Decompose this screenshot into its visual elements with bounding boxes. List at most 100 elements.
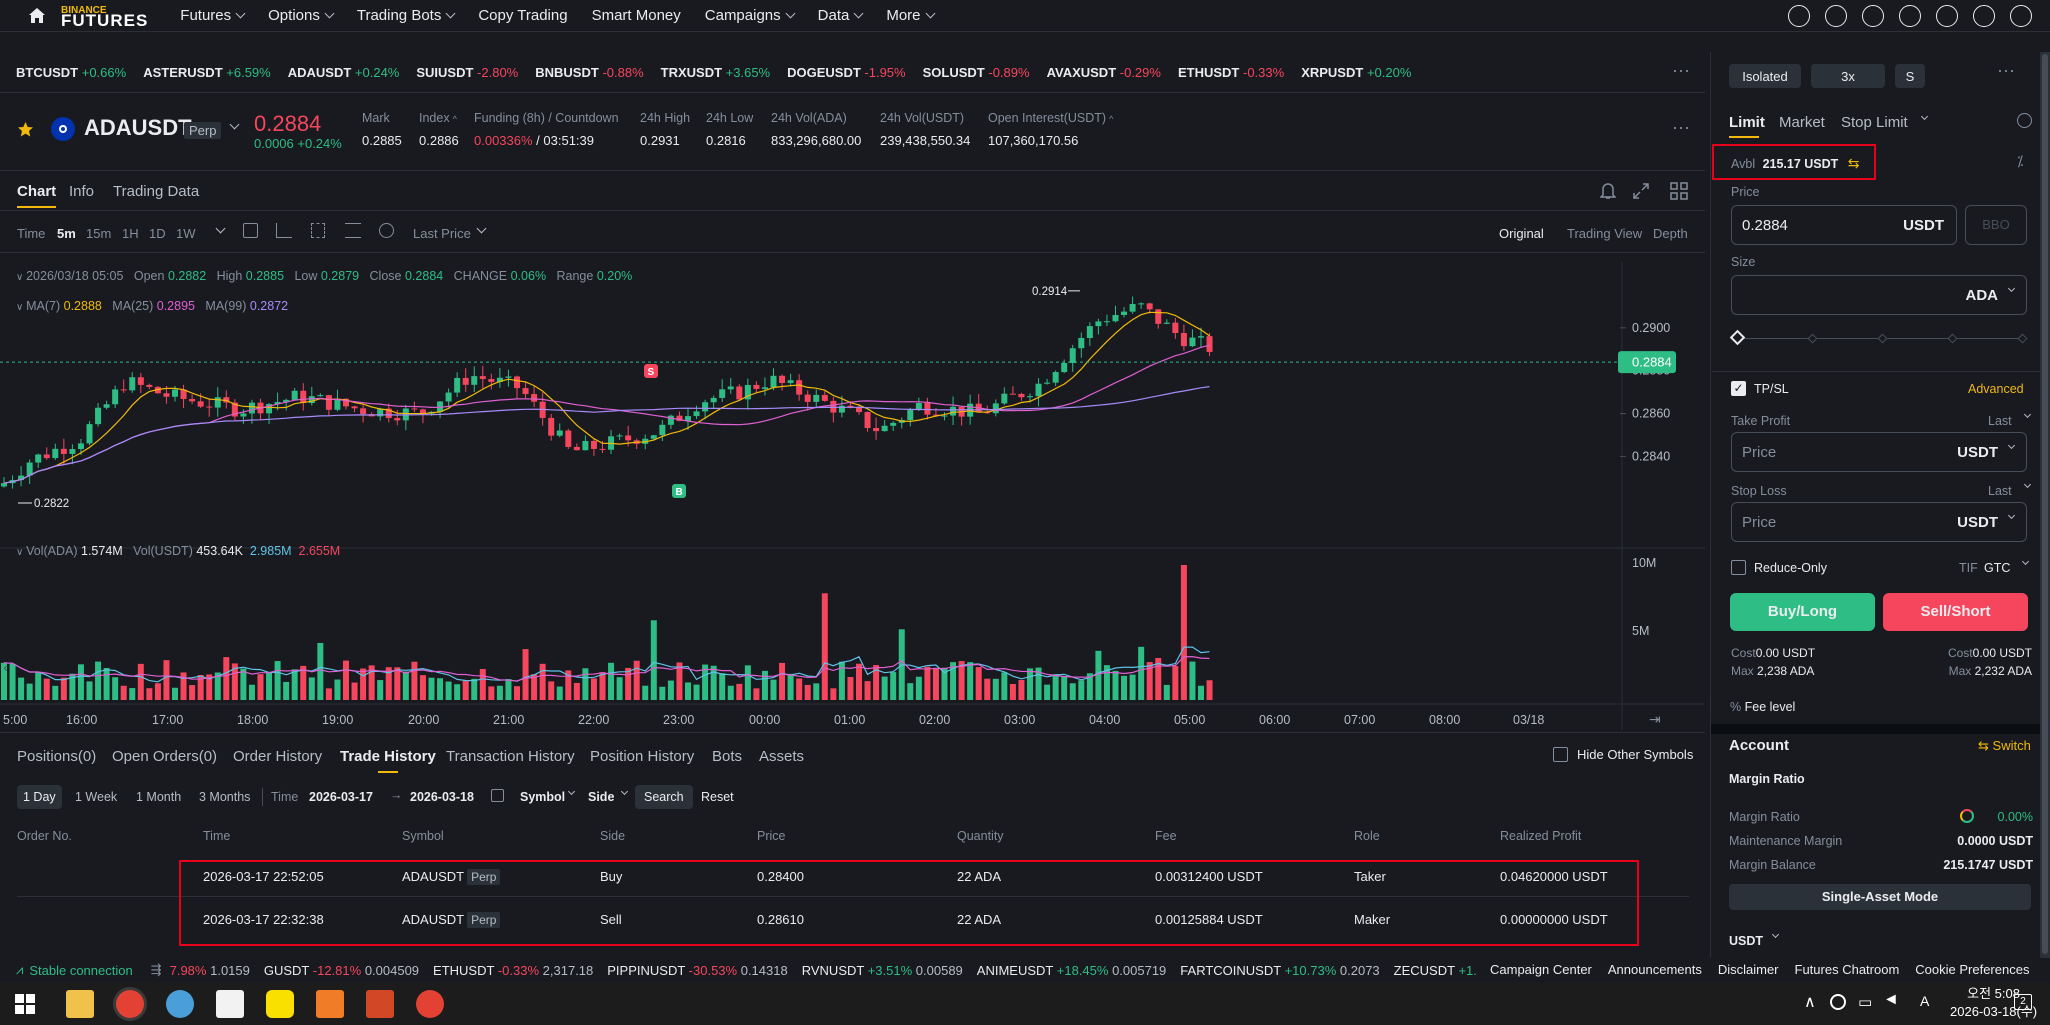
slider-step-3[interactable] <box>1947 333 1958 344</box>
ticker-item[interactable]: AVAXUSDT -0.29% <box>1047 65 1161 80</box>
buy-long-button[interactable]: Buy/Long <box>1730 593 1875 631</box>
ticker-item[interactable]: SOLUSDT -0.89% <box>923 65 1030 80</box>
date-calendar-icon[interactable] <box>491 789 504 802</box>
more-icon[interactable]: ··· <box>1672 60 1690 80</box>
range-1month[interactable]: 1 Month <box>136 790 182 804</box>
order-tab-market[interactable]: Market <box>1779 114 1825 131</box>
ticker-item[interactable]: TRXUSDT +3.65% <box>661 65 770 80</box>
orders-icon[interactable] <box>1862 5 1884 27</box>
asset-mode-button[interactable]: S <box>1895 64 1925 88</box>
take-profit-input[interactable]: Price USDT <box>1731 432 2027 472</box>
stop-loss-input[interactable]: Price USDT <box>1731 502 2027 542</box>
nav-item-options[interactable]: Options <box>268 7 335 24</box>
status-ticker-item[interactable]: PIPPINUSDT -30.53% 0.14318 <box>607 962 788 978</box>
status-ticker-item[interactable]: 7.98% 1.0159 <box>169 962 250 978</box>
transfer-icon[interactable]: ⇆ <box>1847 155 1860 171</box>
status-ticker-item[interactable]: ETHUSDT -0.33% 2,317.18 <box>433 962 594 978</box>
trade-symbol[interactable]: ADAUSDT Perp <box>402 912 501 928</box>
reduce-only-checkbox[interactable] <box>1731 560 1746 575</box>
ticker-item[interactable]: BNBUSDT -0.88% <box>535 65 643 80</box>
search-button[interactable]: Search <box>635 785 693 809</box>
ticker-item[interactable]: ETHUSDT -0.33% <box>1178 65 1284 80</box>
ticker-item[interactable]: XRPUSDT +0.20% <box>1301 65 1411 80</box>
tab-open-orders[interactable]: Open Orders(0) <box>112 748 218 765</box>
footer-link[interactable]: Disclaimer <box>1717 962 1779 977</box>
fee-level-link[interactable]: % Fee level <box>1730 700 1795 714</box>
slider-step-4[interactable] <box>2017 333 2028 344</box>
volume-icon[interactable]: ◄ <box>1883 991 1899 1008</box>
network-icon[interactable]: ▭ <box>1858 994 1873 1011</box>
symbol-name[interactable]: ADAUSDT <box>84 115 192 140</box>
tab-bots[interactable]: Bots <box>712 748 743 765</box>
order-tab-limit[interactable]: Limit <box>1729 114 1765 131</box>
nav-item-data[interactable]: Data <box>818 7 864 24</box>
sell-marker[interactable]: S <box>644 364 658 378</box>
settings-icon[interactable] <box>1973 5 1995 27</box>
status-ticker-item[interactable]: RVNUSDT +3.51% 0.00589 <box>801 962 963 978</box>
symbol-dropdown-icon[interactable] <box>229 119 240 130</box>
notification-icon[interactable]: 2 <box>2014 994 2032 1010</box>
app-icon-1[interactable] <box>166 989 194 1018</box>
chrome-icon-2[interactable] <box>416 989 444 1018</box>
slider-step-1[interactable] <box>1807 333 1818 344</box>
status-ticker-item[interactable]: GUSDT -12.81% 0.004509 <box>263 962 420 978</box>
symbol-filter[interactable]: Symbol <box>520 790 566 804</box>
tab-info[interactable]: Info <box>69 183 95 200</box>
powerpoint-icon[interactable] <box>366 989 394 1018</box>
bell-icon[interactable] <box>1600 182 1616 200</box>
leverage-button[interactable]: 3x <box>1811 64 1885 88</box>
date-to[interactable]: 2026-03-18 <box>410 790 474 804</box>
order-tab-stop-limit[interactable]: Stop Limit <box>1841 114 1908 131</box>
globe-icon[interactable] <box>1899 5 1921 27</box>
binance-futures-logo[interactable]: BINANCE FUTURES <box>61 5 148 29</box>
file-explorer-icon[interactable] <box>66 989 94 1018</box>
tif-select[interactable]: GTC <box>1984 561 2011 575</box>
footer-link[interactable]: Cookie Preferences <box>1915 962 2030 977</box>
calendar-icon[interactable] <box>243 223 258 238</box>
margin-mode-button[interactable]: Isolated <box>1729 64 1801 88</box>
single-asset-mode-button[interactable]: Single-Asset Mode <box>1729 884 2031 910</box>
tab-positions[interactable]: Positions(0) <box>17 748 97 765</box>
slider-handle[interactable] <box>1729 329 1746 346</box>
tray-app-icon[interactable] <box>1830 994 1846 1010</box>
header-more-icon[interactable]: ··· <box>1672 117 1690 137</box>
ticker-item[interactable]: SUIUSDT -2.80% <box>416 65 518 80</box>
candle-type-icon[interactable] <box>311 223 325 238</box>
bbo-button[interactable]: BBO <box>1965 205 2027 245</box>
interval-dropdown-icon[interactable] <box>215 223 226 234</box>
buy-marker[interactable]: B <box>672 484 686 498</box>
status-ticker-item[interactable]: ANIMEUSDT +18.45% 0.005719 <box>976 962 1167 978</box>
view-depth[interactable]: Depth <box>1653 226 1688 241</box>
chart-settings-icon[interactable] <box>345 223 361 238</box>
app-icon-2[interactable] <box>216 989 244 1018</box>
sidebar-scrollbar[interactable] <box>2040 52 2050 958</box>
calculator-icon[interactable]: ⁒ <box>2017 153 2024 169</box>
range-1week[interactable]: 1 Week <box>75 790 118 804</box>
tab-position-history[interactable]: Position History <box>590 748 695 765</box>
tab-assets[interactable]: Assets <box>759 748 805 765</box>
theme-moon-icon[interactable] <box>2010 5 2032 27</box>
range-1day[interactable]: 1 Day <box>17 785 62 809</box>
layout-grid-icon[interactable] <box>1670 182 1688 200</box>
price-input[interactable]: 0.2884 USDT <box>1731 205 1957 245</box>
ticker-item[interactable]: DOGEUSDT -1.95% <box>787 65 906 80</box>
profile-icon[interactable] <box>1788 5 1810 27</box>
interval-1d[interactable]: 1D <box>149 226 166 241</box>
switch-link[interactable]: ⇆ Switch <box>1978 738 2031 754</box>
trade-symbol[interactable]: ADAUSDT Perp <box>402 869 501 885</box>
interval-5m[interactable]: 5m <box>57 226 76 241</box>
candlestick-chart[interactable]: 0.29000.28800.28600.28400.28840.29140.28… <box>0 250 1705 750</box>
tab-chart[interactable]: Chart <box>17 183 57 208</box>
home-icon[interactable] <box>19 0 55 32</box>
sublime-icon[interactable] <box>316 989 344 1018</box>
sell-short-button[interactable]: Sell/Short <box>1883 593 2028 631</box>
hide-other-checkbox[interactable] <box>1553 747 1568 762</box>
side-filter[interactable]: Side <box>588 790 615 804</box>
footer-link[interactable]: Campaign Center <box>1490 962 1592 977</box>
size-input[interactable]: ADA <box>1731 275 2027 315</box>
windows-start-icon[interactable] <box>14 993 36 1015</box>
status-ticker-item[interactable]: ZECUSDT +1. <box>1393 962 1477 978</box>
help-icon[interactable] <box>1936 5 1958 27</box>
tpsl-checkbox[interactable]: ✓ <box>1731 381 1746 396</box>
interval-1w[interactable]: 1W <box>176 226 196 241</box>
